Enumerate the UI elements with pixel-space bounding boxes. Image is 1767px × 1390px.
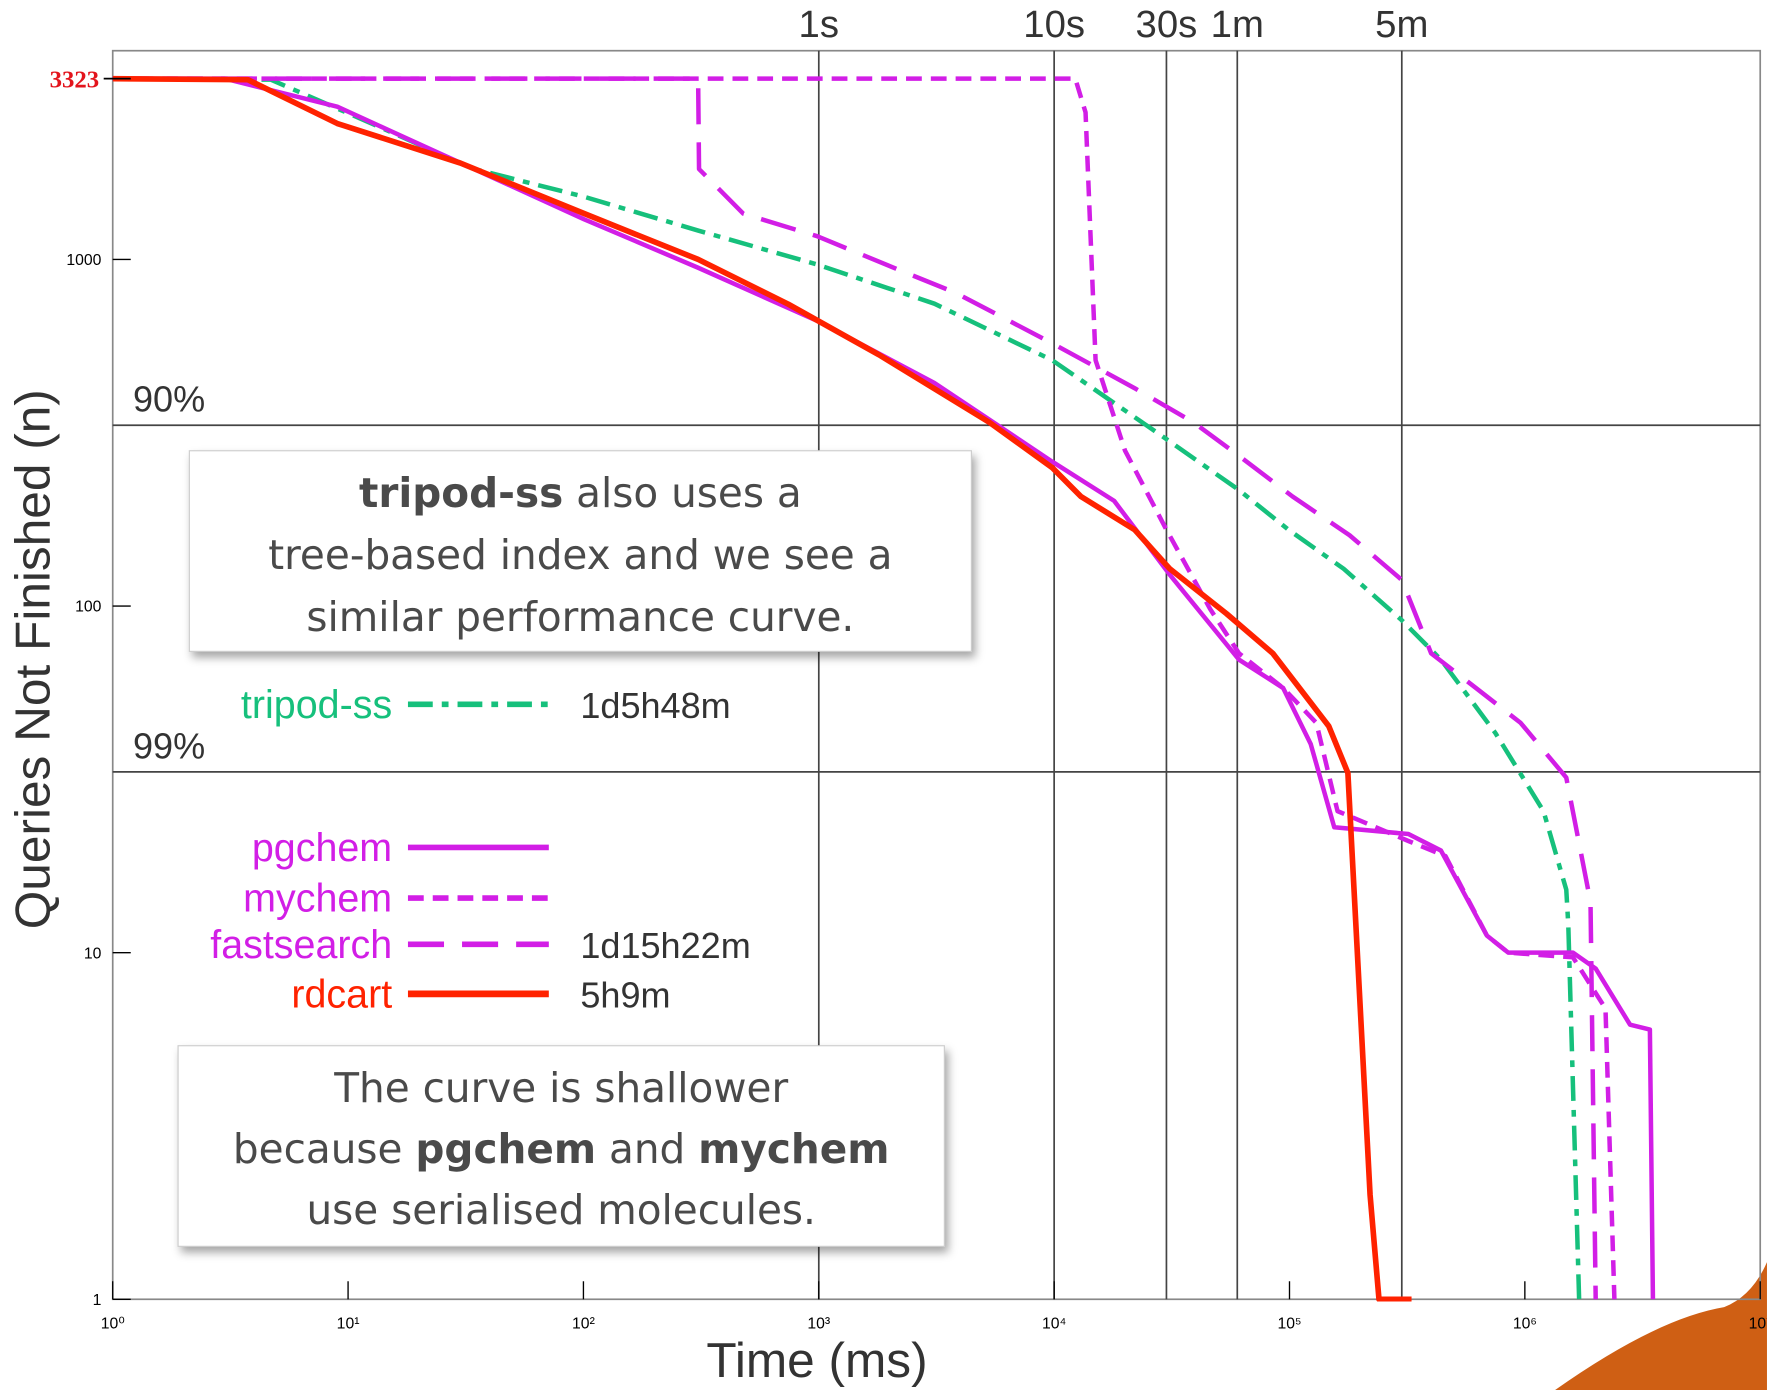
legend-label: rdcart [291,972,392,1016]
x-tick-label: 10⁷ [1749,1316,1767,1333]
legend-label: fastsearch [210,923,392,967]
legend-label: mychem [243,877,392,921]
percentile-label: 99% [133,725,205,766]
x-tick-label: 10¹ [337,1316,360,1333]
time-marker-label: 10s [1023,3,1085,46]
annotation-text: The curve is shallower [333,1064,788,1112]
time-marker-label: 1s [799,3,839,46]
legend-label: tripod-ss [241,683,392,727]
annotation-line: tree-based index and we see a [268,531,892,579]
x-tick-label: 10⁵ [1277,1316,1301,1333]
legend-time: 1d15h22m [580,925,750,966]
annotation-line: because pgchem and mychem [233,1125,890,1173]
series-line [112,76,1656,1300]
annotation-box [188,450,972,652]
y-tick-label: 10 [84,945,102,962]
y-tick-label: 1000 [66,252,101,269]
legend-time: 5h9m [580,974,670,1015]
annotation-line: similar performance curve. [306,593,854,641]
annotation-text: also uses a [563,469,801,517]
annotation-line: The curve is shallower [333,1064,788,1112]
annotation-box [177,1045,945,1247]
y-tick-label: 100 [75,599,102,616]
y-tick-label: 1 [93,1292,102,1309]
time-marker-label: 1m [1211,3,1264,46]
x-axis-title: Time (ms) [706,1332,927,1388]
annotation-text: pgchem [415,1125,596,1173]
plot-frame [111,49,1762,1301]
legend-label: pgchem [252,826,392,870]
annotation-text: mychem [698,1125,889,1173]
series-line [112,75,1412,1302]
percentile-label: 90% [133,379,205,420]
annotation-line: use serialised molecules. [306,1186,815,1234]
total-label: 3323 [50,67,100,94]
x-tick-label: 10⁰ [101,1316,125,1333]
legend-time: 1d5h48m [580,685,730,726]
annotation-text: tripod-ss [359,469,563,517]
time-marker-label: 30s [1136,3,1198,46]
annotation-text: tree-based index and we see a [268,531,892,579]
annotation-text: similar performance curve. [306,593,854,641]
series-line [112,76,1598,1300]
x-tick-label: 10² [572,1316,595,1333]
annotation-text: because [233,1125,415,1173]
x-tick-label: 10³ [807,1316,830,1333]
foreground: 10⁰ 10¹ 10² 10³ 10⁴ 10⁵ 10⁶ 10⁷ 1 10 100 1000 3323 1s… [50,3,1767,1332]
annotation-text: use serialised molecules. [306,1186,815,1234]
time-marker-label: 5m [1375,3,1428,46]
corner-decoration [1555,1262,1767,1390]
x-tick-label: 10⁶ [1513,1316,1537,1333]
x-tick-label: 10⁴ [1042,1316,1066,1333]
series-line [112,76,1617,1300]
annotation-line: tripod-ss also uses a [359,469,802,517]
annotation-text: and [596,1125,698,1173]
series-lines [112,75,1656,1302]
y-axis-title: Queries Not Finished (n) [5,389,61,929]
